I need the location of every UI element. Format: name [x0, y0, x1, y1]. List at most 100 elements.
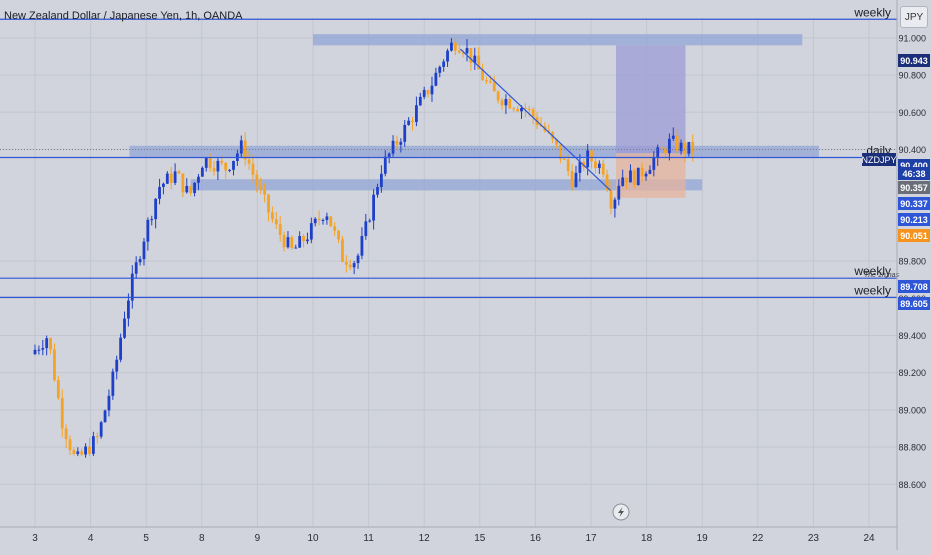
candle-body — [527, 108, 531, 110]
candle-body — [181, 173, 185, 193]
candle-body — [56, 380, 60, 399]
candle-body — [127, 300, 130, 319]
candle-body — [72, 450, 76, 454]
price-badge — [898, 167, 930, 180]
candle-body — [130, 273, 134, 301]
symbol-badge — [862, 153, 896, 166]
y-tick-label: 88.600 — [898, 480, 926, 490]
candle-body — [313, 218, 317, 224]
candle-body — [37, 349, 41, 351]
level-label: weekly — [853, 283, 891, 297]
candle-body — [469, 48, 473, 63]
candle-body — [267, 194, 270, 213]
candle-body — [664, 148, 667, 154]
candle-body — [271, 212, 274, 220]
symbol-badge-text: NZDJPY — [861, 155, 896, 165]
candle-body — [154, 198, 158, 220]
candle-body — [64, 428, 68, 440]
candle-body — [228, 169, 231, 171]
candle-body — [516, 109, 520, 112]
candle-body — [523, 108, 527, 110]
candle-body — [251, 163, 255, 175]
candle-body — [391, 140, 395, 154]
candle-body — [687, 141, 691, 154]
candle-body — [255, 174, 259, 186]
candle-body — [492, 82, 496, 92]
annotation-text: The 1h has — [864, 272, 900, 279]
currency-button[interactable]: JPY — [900, 6, 928, 28]
candle-body — [364, 221, 368, 237]
candle-body — [395, 140, 399, 145]
x-tick-label: 12 — [419, 533, 431, 544]
candle-body — [99, 422, 103, 437]
price-badge-text: 90.337 — [900, 199, 928, 209]
candle-body — [403, 124, 407, 142]
candle-body — [286, 237, 290, 248]
x-tick-label: 24 — [863, 533, 875, 544]
candle-body — [597, 163, 601, 169]
price-badge — [898, 54, 930, 67]
candle-body — [446, 50, 449, 62]
candle-body — [103, 410, 107, 423]
zone-layer — [129, 34, 819, 191]
candle-body — [115, 359, 119, 372]
candle-body — [625, 177, 628, 183]
candle-body — [49, 338, 52, 350]
candle-body — [430, 85, 434, 95]
y-tick-label: 90.600 — [898, 108, 926, 118]
candle-body — [438, 66, 442, 73]
supply-demand-zone — [313, 34, 803, 46]
projection-target-box — [616, 45, 686, 154]
candle-body — [204, 157, 208, 168]
price-badge-text: 89.605 — [900, 299, 928, 309]
candle-body — [617, 185, 621, 200]
candle-body — [667, 138, 671, 154]
x-tick-label: 10 — [307, 533, 319, 544]
candle-body — [683, 142, 687, 154]
candle-body — [68, 439, 72, 451]
candle-body — [368, 220, 372, 222]
y-tick-label: 91.000 — [898, 33, 926, 43]
x-tick-label: 22 — [752, 533, 764, 544]
candle-body — [578, 161, 582, 173]
candle-body — [45, 338, 49, 349]
candle-body — [278, 224, 282, 235]
replay-button[interactable] — [612, 503, 630, 521]
candle-body — [53, 349, 56, 381]
candle-body — [138, 259, 142, 263]
candle-body — [632, 170, 636, 186]
candle-body — [243, 140, 247, 160]
price-badge — [898, 229, 930, 242]
candle-body — [348, 264, 352, 268]
candle-body — [33, 349, 37, 355]
price-badge-text: 90.213 — [900, 215, 928, 225]
level-label: weekly — [853, 5, 891, 19]
candle-body — [177, 171, 181, 174]
candle-body — [387, 153, 391, 157]
candle-body — [426, 89, 430, 95]
candle-body — [562, 159, 566, 161]
candle-body — [337, 230, 340, 240]
candle-body — [80, 451, 84, 455]
x-tick-label: 23 — [808, 533, 820, 544]
candle-body — [605, 174, 609, 190]
y-tick-label: 89.800 — [898, 257, 926, 267]
candle-body — [609, 189, 613, 209]
flash-icon — [618, 507, 624, 517]
candle-body — [520, 108, 523, 112]
candle-body — [107, 395, 111, 411]
candle-body — [465, 48, 469, 54]
candle-body — [119, 337, 123, 360]
candle-body — [570, 171, 574, 187]
x-tick-label: 15 — [474, 533, 486, 544]
badge-layer: 90.943NZDJPY90.40046:3890.35790.33790.21… — [861, 54, 930, 310]
candle-body — [356, 255, 360, 264]
x-tick-label: 3 — [32, 533, 38, 544]
candle-body — [224, 162, 228, 171]
candle-body — [496, 91, 500, 101]
candle-body — [372, 194, 376, 221]
candle-body — [173, 171, 177, 183]
